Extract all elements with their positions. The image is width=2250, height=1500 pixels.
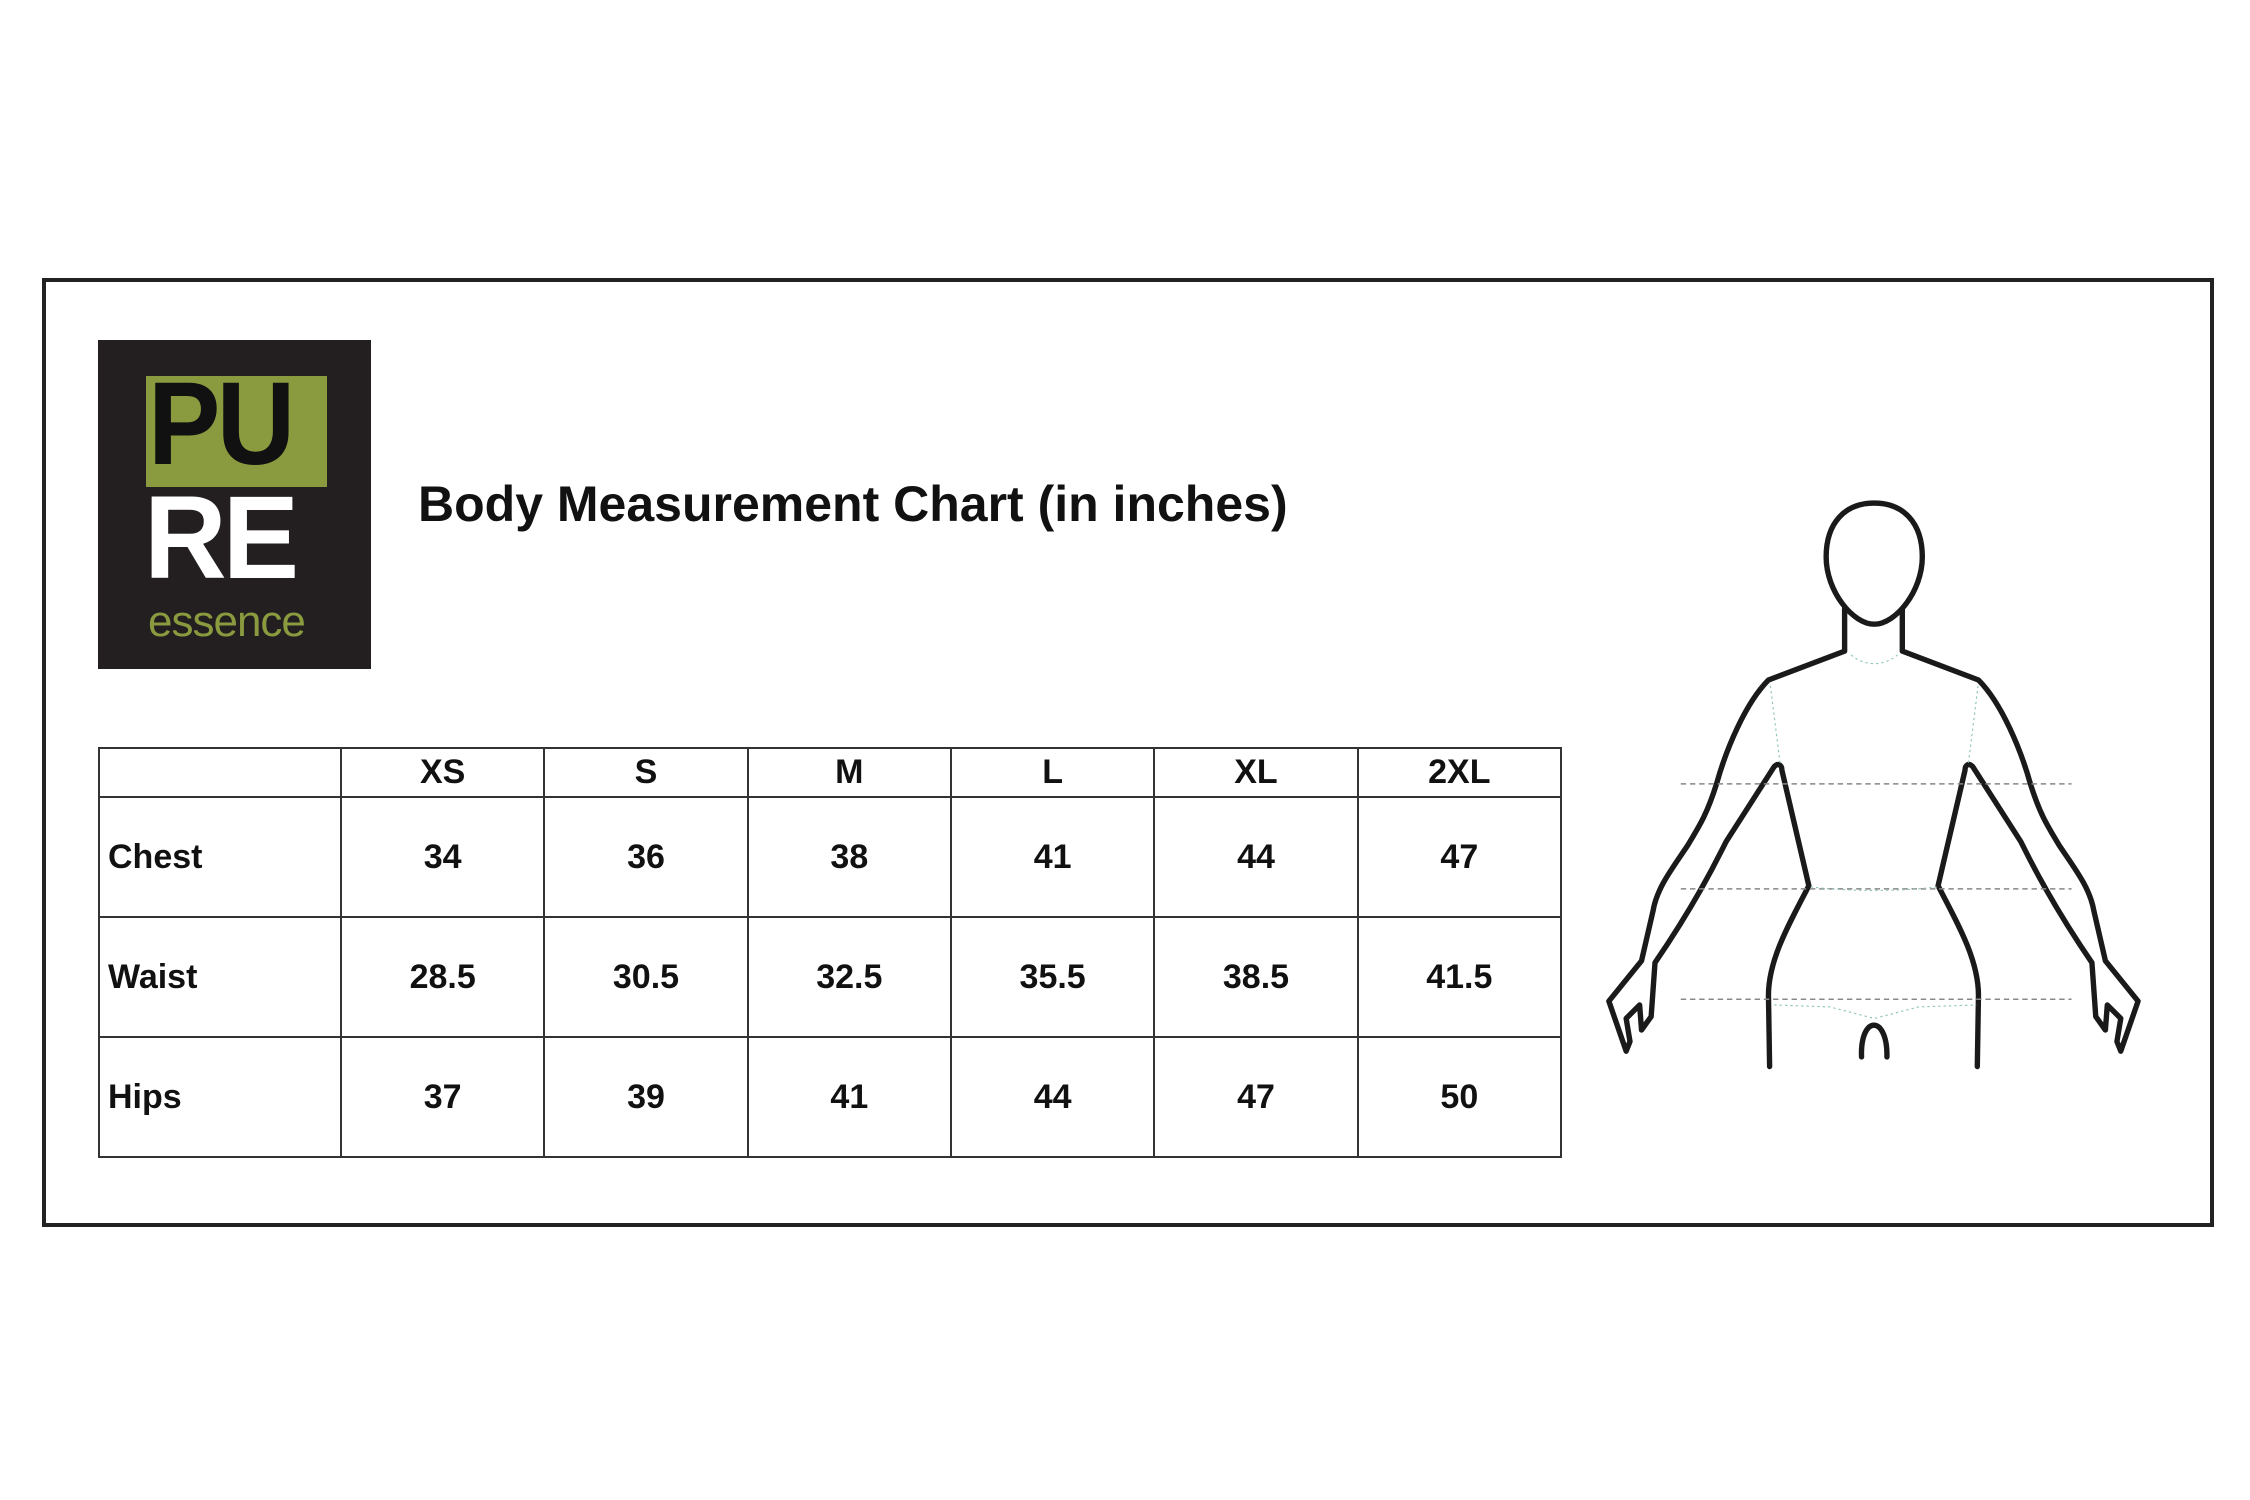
logo-text-re: RE	[144, 472, 299, 604]
table-cell: 38	[746, 796, 952, 918]
table-cell: 41	[746, 1036, 952, 1158]
table-cell: 44	[1153, 796, 1359, 918]
table-cell: 28.5	[339, 916, 546, 1038]
table-cell: 38.5	[1153, 916, 1359, 1038]
table-cell: 47	[1153, 1036, 1359, 1158]
page-title: Body Measurement Chart (in inches)	[418, 476, 1288, 532]
body-outline-icon	[1606, 500, 2141, 1070]
column-header: L	[949, 747, 1156, 798]
row-label: Waist	[98, 916, 342, 1038]
table-cell: 35.5	[949, 916, 1156, 1038]
row-label: Hips	[98, 1036, 342, 1158]
table-row: Chest 34 36 38 41 44 47	[98, 796, 1563, 918]
table-row: Hips 37 39 41 44 47 50	[98, 1036, 1563, 1158]
logo-text-pu: PU	[148, 358, 295, 490]
table-cell: 39	[543, 1036, 749, 1158]
column-header: M	[746, 747, 952, 798]
chart-frame	[42, 278, 2214, 1227]
hip-guide	[1774, 1004, 1977, 1020]
column-header: S	[543, 747, 749, 798]
table-cell: 50	[1356, 1036, 1563, 1158]
size-table: XS S M L XL 2XL Chest 34 36 38 41 44 47 …	[98, 747, 1563, 1158]
logo-green-block	[146, 376, 327, 487]
right-body-outline	[1899, 606, 2141, 1070]
table-cell: 34	[339, 796, 546, 918]
left-shoulder-guide	[1769, 685, 1781, 763]
right-shoulder-guide	[1967, 685, 1979, 763]
column-header	[98, 747, 342, 798]
table-cell: 30.5	[543, 916, 749, 1038]
pure-essence-logo: PU RE essence	[98, 340, 371, 669]
waist-guide	[1810, 886, 1938, 891]
table-cell: 47	[1356, 796, 1563, 918]
neck-guide	[1850, 654, 1898, 665]
table-cell: 41	[949, 796, 1156, 918]
table-cell: 44	[949, 1036, 1156, 1158]
table-cell: 36	[543, 796, 749, 918]
head-outline	[1823, 500, 1925, 627]
table-cell: 41.5	[1356, 916, 1563, 1038]
column-header: XS	[339, 747, 546, 798]
table-cell: 32.5	[746, 916, 952, 1038]
crotch-outline	[1858, 1022, 1890, 1060]
row-label: Chest	[98, 796, 342, 918]
table-row: Waist 28.5 30.5 32.5 35.5 38.5 41.5	[98, 916, 1563, 1038]
column-header: XL	[1153, 747, 1359, 798]
table-header-row: XS S M L XL 2XL	[98, 747, 1563, 798]
logo-text-essence: essence	[148, 597, 306, 646]
column-header: 2XL	[1356, 747, 1563, 798]
table-cell: 37	[339, 1036, 546, 1158]
left-body-outline	[1606, 606, 1848, 1070]
